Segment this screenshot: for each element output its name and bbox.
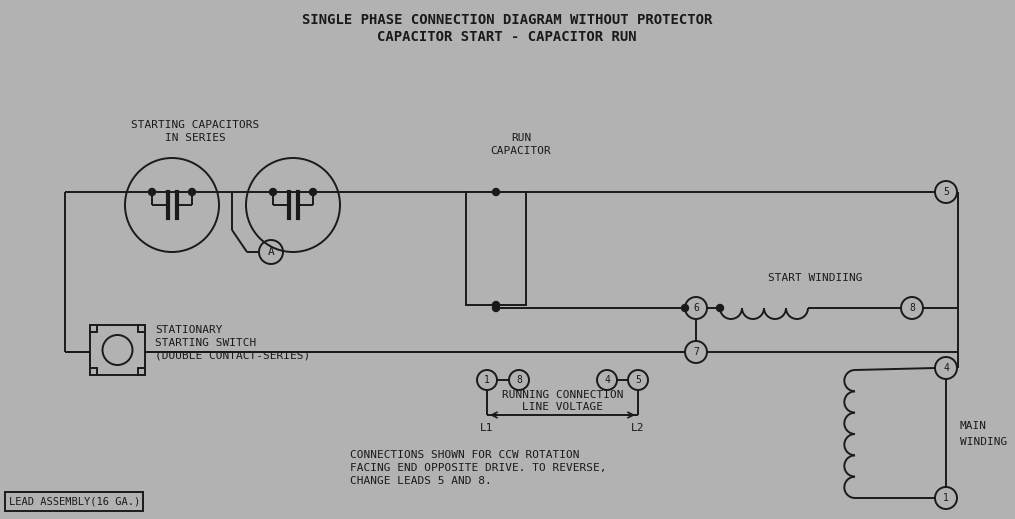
Circle shape	[597, 370, 617, 390]
Text: IN SERIES: IN SERIES	[164, 133, 225, 143]
Circle shape	[717, 305, 724, 311]
Circle shape	[492, 305, 499, 311]
Circle shape	[685, 341, 707, 363]
Text: LEAD ASSEMBLY(16 GA.): LEAD ASSEMBLY(16 GA.)	[9, 496, 140, 506]
Text: STATIONARY: STATIONARY	[155, 325, 222, 335]
Text: L2: L2	[631, 423, 645, 433]
Text: L1: L1	[480, 423, 493, 433]
Text: 6: 6	[693, 303, 699, 313]
Circle shape	[103, 335, 133, 365]
Text: 7: 7	[693, 347, 699, 357]
Text: 4: 4	[604, 375, 610, 385]
Circle shape	[259, 240, 283, 264]
Circle shape	[901, 297, 923, 319]
Text: START WINDIING: START WINDIING	[767, 273, 863, 283]
Text: CONNECTIONS SHOWN FOR CCW ROTATION: CONNECTIONS SHOWN FOR CCW ROTATION	[350, 450, 580, 460]
Text: 4: 4	[943, 363, 949, 373]
Text: 8: 8	[909, 303, 915, 313]
Bar	[5, 492, 143, 511]
Circle shape	[935, 357, 957, 379]
Text: 5: 5	[635, 375, 640, 385]
Circle shape	[270, 188, 276, 196]
Circle shape	[935, 487, 957, 509]
Text: SINGLE PHASE CONNECTION DIAGRAM WITHOUT PROTECTOR: SINGLE PHASE CONNECTION DIAGRAM WITHOUT …	[301, 13, 713, 27]
Text: A: A	[268, 247, 274, 257]
Text: WINDING: WINDING	[960, 437, 1007, 447]
Circle shape	[148, 188, 155, 196]
Circle shape	[935, 181, 957, 203]
Circle shape	[628, 370, 648, 390]
Text: RUNNING CONNECTION: RUNNING CONNECTION	[501, 390, 623, 400]
Circle shape	[492, 188, 499, 196]
Bar	[90, 325, 145, 375]
Text: CHANGE LEADS 5 AND 8.: CHANGE LEADS 5 AND 8.	[350, 476, 491, 486]
Circle shape	[685, 297, 707, 319]
Bar	[138, 368, 145, 375]
Bar	[90, 368, 97, 375]
Text: FACING END OPPOSITE DRIVE. TO REVERSE,: FACING END OPPOSITE DRIVE. TO REVERSE,	[350, 463, 607, 473]
Text: STARTING CAPACITORS: STARTING CAPACITORS	[131, 120, 259, 130]
Text: 5: 5	[943, 187, 949, 197]
Text: 1: 1	[943, 493, 949, 503]
Text: (DOUBLE CONTACT-SERIES): (DOUBLE CONTACT-SERIES)	[155, 351, 311, 361]
Circle shape	[492, 302, 499, 308]
Bar	[90, 325, 97, 332]
Text: CAPACITOR START - CAPACITOR RUN: CAPACITOR START - CAPACITOR RUN	[378, 30, 636, 44]
Text: RUN: RUN	[511, 133, 531, 143]
Text: 8: 8	[516, 375, 522, 385]
Text: STARTING SWITCH: STARTING SWITCH	[155, 338, 256, 348]
Bar	[466, 192, 526, 305]
Text: 1: 1	[484, 375, 490, 385]
Circle shape	[477, 370, 497, 390]
Text: CAPACITOR: CAPACITOR	[490, 146, 551, 156]
Circle shape	[310, 188, 317, 196]
Circle shape	[189, 188, 196, 196]
Circle shape	[509, 370, 529, 390]
Circle shape	[681, 305, 688, 311]
Text: MAIN: MAIN	[960, 421, 987, 431]
Bar	[138, 325, 145, 332]
Text: LINE VOLTAGE: LINE VOLTAGE	[522, 402, 603, 412]
